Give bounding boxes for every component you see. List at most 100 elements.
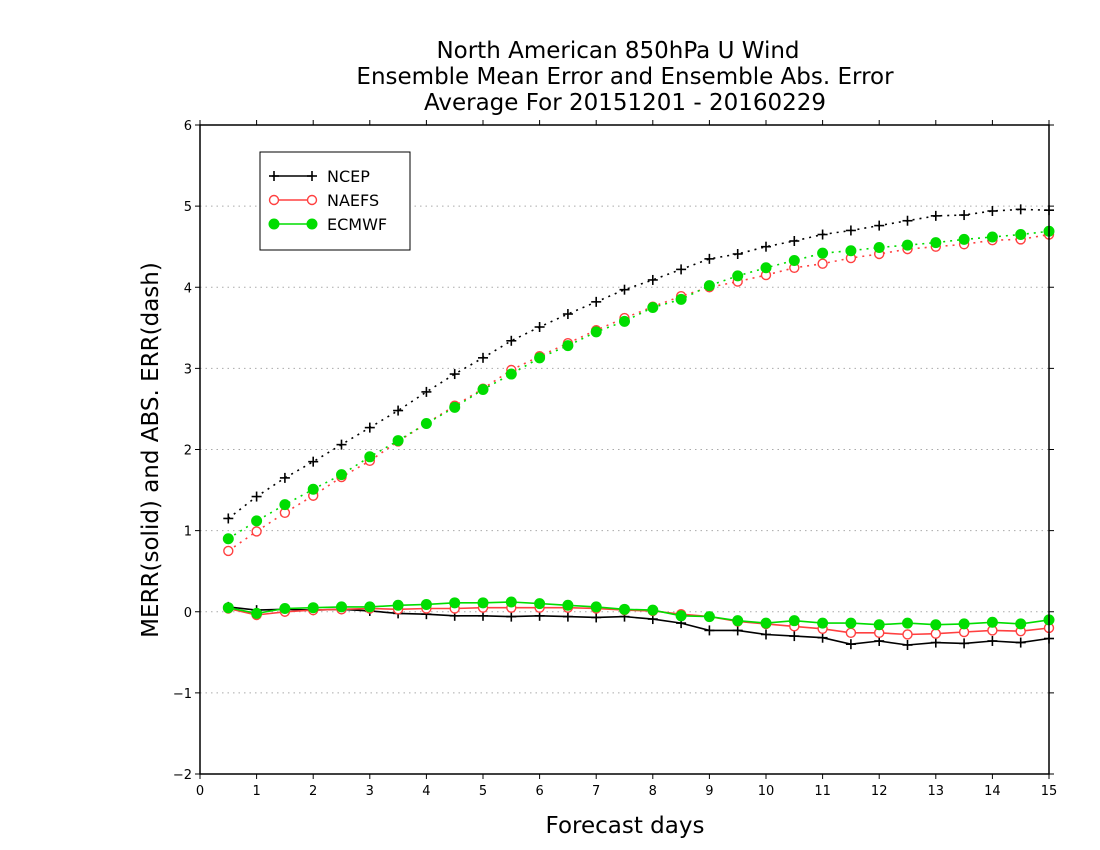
series-ecmwf-abs-err-point <box>307 483 319 495</box>
legend-ncep-marker-right <box>307 171 317 181</box>
series-ecmwf-abs-err-point <box>788 254 800 266</box>
series-ecmwf-abs-err-point <box>647 302 659 314</box>
legend-naefs-marker-left <box>268 194 280 206</box>
y-tick-label: 3 <box>184 362 192 377</box>
series-ecmwf-mean-err-point <box>732 615 744 627</box>
series-ncep-abs-err-point <box>308 456 319 467</box>
series-ncep-mean-err-point <box>789 631 800 642</box>
series-ecmwf-abs-err-point <box>222 533 234 545</box>
series-ncep-mean-err-point <box>761 629 771 640</box>
series-ecmwf-abs-err-point <box>279 499 291 511</box>
series-ncep-abs-err-line <box>227 208 1050 520</box>
series-naefs-abs-err-point <box>223 545 234 557</box>
series-ecmwf-abs-err-point <box>420 418 432 430</box>
series-ecmwf-mean-err-point <box>364 601 376 613</box>
series-ncep-mean-err-point <box>817 632 828 643</box>
y-axis-label: MERR(solid) and ABS. ERR(dash) <box>138 262 164 638</box>
legend-item-ncep: NCEP <box>269 167 370 186</box>
series-ecmwf-abs-err-point <box>845 245 857 257</box>
x-tick-label: 6 <box>535 784 543 799</box>
series-ecmwf-abs-err-point <box>590 326 602 338</box>
series-ncep-abs-err-point <box>874 220 885 231</box>
series-ecmwf-abs-err-point <box>251 515 263 527</box>
x-tick-label: 0 <box>196 784 204 799</box>
series-ncep-abs-err-point <box>845 225 856 236</box>
series-ecmwf-mean-err-point <box>392 599 404 611</box>
series-ecmwf-abs-err-point <box>703 280 715 292</box>
series-ecmwf-abs-err-point <box>534 352 546 364</box>
series-ncep-mean-err-point <box>704 625 715 636</box>
series-ncep-abs-err-point <box>704 253 715 264</box>
series-ecmwf-mean-err-point <box>307 602 319 614</box>
series-naefs-abs-err-point <box>817 258 828 269</box>
series-ecmwf-mean-err-point <box>788 615 800 627</box>
x-tick-label: 10 <box>758 784 775 799</box>
series-ecmwf-mean-err-point <box>703 611 715 623</box>
series-ecmwf-mean-err-point <box>222 602 234 614</box>
series-ncep-abs-err-point <box>732 248 743 259</box>
series-ecmwf-mean-err-point <box>619 603 630 615</box>
x-tick-label: 4 <box>422 784 430 799</box>
series-ecmwf-abs-err-point <box>619 315 630 327</box>
legend-naefs-marker-right <box>306 194 318 206</box>
series-ecmwf-mean-err-point <box>1015 618 1027 630</box>
series-ncep-abs-err-point <box>421 386 432 397</box>
series-ncep-abs-err-point <box>393 405 404 416</box>
series-naefs <box>223 229 1055 640</box>
series-ecmwf-abs-err-point <box>562 340 574 352</box>
series-ncep-abs-err-point <box>676 264 687 275</box>
series-ncep-abs-err-point <box>647 274 658 285</box>
series-ncep-abs-err-point <box>336 439 347 450</box>
series-ecmwf-abs-err-point <box>902 239 913 251</box>
series-ecmwf-mean-err-point <box>534 598 546 610</box>
series-ncep-abs-err-point <box>987 205 998 216</box>
series-ecmwf-abs-err-point <box>364 451 376 463</box>
series-ecmwf-abs-err-line <box>227 230 1050 540</box>
series-ecmwf-abs-err-point <box>505 368 517 380</box>
series-ecmwf-mean-err-point <box>279 603 291 615</box>
series-ncep-mean-err-point <box>1015 637 1026 648</box>
x-tick-label: 3 <box>366 784 374 799</box>
series-ncep-mean-err-point <box>930 637 941 648</box>
series-ncep-abs-err-point <box>1015 204 1026 215</box>
series-ecmwf-mean-err-point <box>873 619 885 631</box>
chart-title-line-2: Ensemble Mean Error and Ensemble Abs. Er… <box>356 64 894 90</box>
series-ncep-mean-err-point <box>562 611 573 622</box>
series-ecmwf-abs-err-point <box>477 383 489 395</box>
series-ncep-abs-err-point <box>506 335 517 346</box>
y-tick-label: 5 <box>184 200 192 215</box>
x-tick-label: 2 <box>309 784 317 799</box>
series-ncep-abs-err-point <box>251 491 262 502</box>
legend: NCEP NAEFS ECMWF <box>259 151 411 251</box>
series-ncep-mean-err-point <box>591 612 602 623</box>
chart-title: North American 850hPa U Wind Ensemble Me… <box>356 38 894 116</box>
x-tick-label: 7 <box>592 784 600 799</box>
series-ecmwf-mean-err-point <box>845 617 857 629</box>
series-ecmwf-abs-err-point <box>336 469 347 481</box>
series-ncep-abs-err-point <box>364 422 375 433</box>
series-ecmwf-mean-err-point <box>986 616 998 628</box>
series-ecmwf-mean-err-point <box>817 617 829 629</box>
x-tick-label: 13 <box>928 784 945 799</box>
series-ecmwf-abs-err-point <box>986 231 998 243</box>
x-tick-label: 11 <box>814 784 831 799</box>
series-ecmwf-mean-err-point <box>675 610 687 622</box>
legend-naefs-label: NAEFS <box>327 191 379 210</box>
y-tick-label: 1 <box>184 525 192 540</box>
series-ecmwf <box>222 225 1055 631</box>
series-ecmwf-mean-err-point <box>562 599 574 611</box>
series-ecmwf-abs-err-point <box>1015 229 1027 241</box>
series-ecmwf-mean-err-point <box>477 597 489 609</box>
chart-title-line-1: North American 850hPa U Wind <box>436 38 799 64</box>
series-ncep-abs-err-point <box>562 309 573 320</box>
series-naefs-mean-err-point <box>902 629 913 640</box>
series-ecmwf-mean-err-point <box>760 617 772 629</box>
series-ncep-mean-err-point <box>845 639 856 650</box>
series-ecmwf-abs-err-point <box>392 435 404 447</box>
series-ecmwf-abs-err-point <box>873 241 885 253</box>
x-tick-label: 1 <box>252 784 260 799</box>
series-ecmwf-abs-err-point <box>732 270 744 282</box>
y-tick-label: −2 <box>173 768 192 783</box>
series-ncep-abs-err-point <box>789 236 800 247</box>
